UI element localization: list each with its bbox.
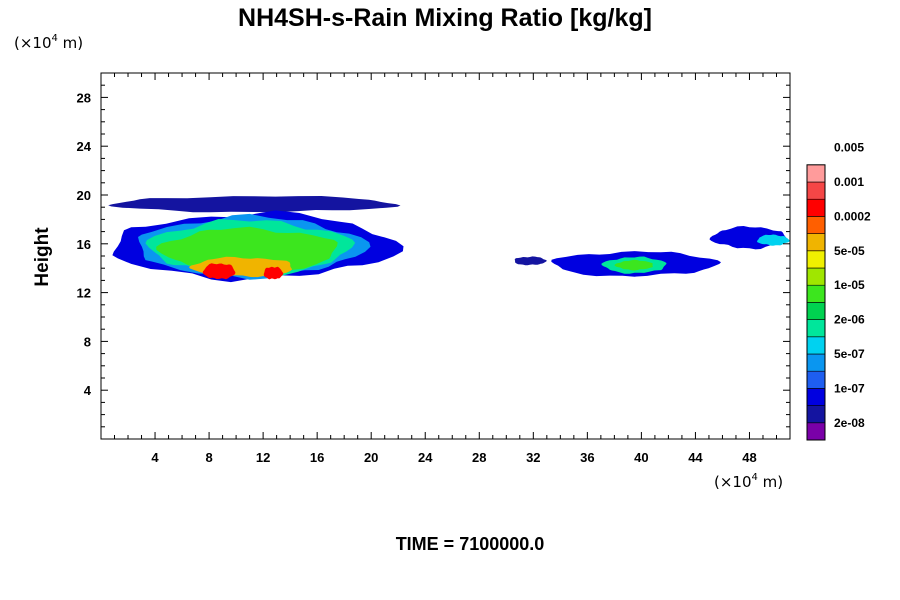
x-tick-label: 16 [310,450,324,465]
colorbar-frame [806,164,826,441]
contour-region [514,256,547,266]
y-axis-label: Height [32,227,53,287]
x-tick-label: 24 [418,450,433,465]
colorbar-swatch [806,388,826,406]
colorbar-swatch [806,302,826,320]
colorbar-swatch [806,284,826,303]
colorbar-swatch [806,422,826,441]
colorbar-label: 2e-08 [834,416,865,430]
x-tick-label: 48 [742,450,756,465]
colorbar-swatch [806,353,826,372]
time-label: TIME = 7100000.0 [396,534,545,554]
plot-frame [100,72,791,440]
contour-region [202,263,236,280]
contour-region [757,234,790,246]
axis-ticks [101,73,790,439]
colorbar-swatch [806,181,826,200]
x-tick-label: 12 [256,450,270,465]
colorbar-label: 2e-06 [834,313,865,327]
x-tick-label: 8 [205,450,212,465]
contour-region [614,259,653,271]
x-axis-unit: (×104 m) [714,472,783,491]
colorbar-label: 0.005 [834,141,864,155]
x-tick-label: 36 [580,450,594,465]
x-tick-label: 32 [526,450,540,465]
colorbar-swatch [806,216,826,234]
x-tick-label: 28 [472,450,486,465]
contour-region [108,196,401,213]
y-tick-label: 24 [77,139,92,154]
colorbar-label: 5e-07 [834,347,865,361]
colorbar [806,164,826,441]
colorbar-swatch [806,370,826,389]
colorbar-label: 1e-05 [834,278,865,292]
y-axis-unit: (×104 m) [14,33,83,52]
colorbar-swatch [806,250,826,269]
chart-title: NH4SH-s-Rain Mixing Ratio [kg/kg] [238,4,652,32]
colorbar-label: 0.0002 [834,209,871,223]
y-tick-label: 12 [77,286,91,301]
colorbar-swatch [806,319,826,338]
colorbar-swatch [806,405,826,424]
y-tick-label: 28 [77,90,91,105]
y-tick-label: 4 [84,383,92,398]
x-tick-labels: 4 8 12 16 20 24 28 32 36 40 44 48 [151,450,756,465]
colorbar-swatch [806,198,826,217]
x-tick-label: 44 [688,450,703,465]
colorbar-swatch [806,233,826,252]
y-tick-label: 20 [77,188,91,203]
colorbar-label: 0.001 [834,175,864,189]
y-tick-labels: 4 8 12 16 20 24 28 [77,90,92,398]
colorbar-swatch [806,164,826,183]
y-tick-label: 8 [84,334,91,349]
colorbar-labels: 2e-08 1e-07 5e-07 2e-06 1e-05 5e-05 0.0002 0.00… [834,141,871,430]
x-tick-label: 4 [151,450,159,465]
contour-region [263,266,284,280]
x-tick-label: 20 [364,450,378,465]
y-tick-label: 16 [77,237,91,252]
contour-fill-layer [108,196,790,283]
x-tick-label: 40 [634,450,648,465]
colorbar-label: 1e-07 [834,381,865,395]
contour-region [156,226,338,274]
colorbar-swatch [806,336,826,355]
colorbar-swatch [806,267,826,286]
colorbar-label: 5e-05 [834,244,865,258]
